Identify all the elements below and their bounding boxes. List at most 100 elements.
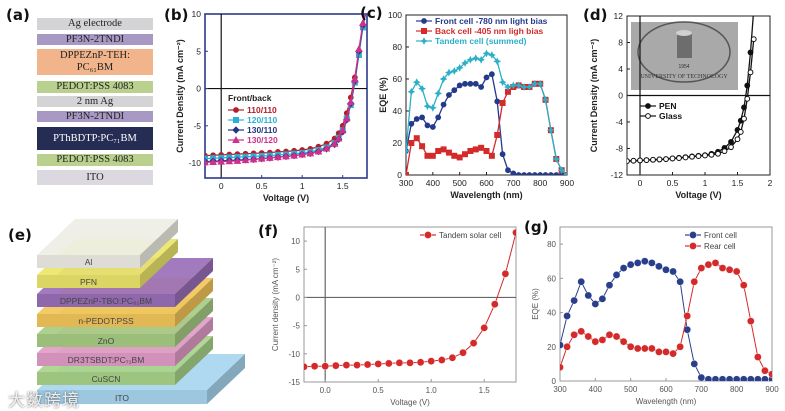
data-point (359, 18, 367, 26)
data-point (761, 366, 769, 375)
series-120-110 (205, 14, 367, 162)
data-point (459, 348, 467, 357)
legend-label: Tandem solar cell (439, 231, 501, 240)
data-point (747, 375, 755, 381)
data-point (488, 152, 495, 159)
x-tick-label: 0.5 (373, 386, 385, 395)
inset-year: 1954 (678, 64, 689, 70)
data-point (265, 153, 274, 161)
data-point (501, 269, 510, 278)
data-point (448, 353, 457, 362)
x-tick-label: 400 (426, 178, 440, 188)
data-point (630, 157, 637, 164)
series-rear-cell (560, 259, 772, 378)
x-tick-label: 0.5 (667, 178, 679, 188)
y-tick-label: -12 (611, 170, 624, 180)
y-tick-label: 60 (393, 74, 403, 84)
legend-marker (420, 37, 428, 45)
x-tick-label: 1.0 (426, 386, 438, 395)
x-tick-label: 1 (703, 178, 708, 188)
data-point (306, 149, 315, 157)
y-tick-label: 0 (618, 91, 623, 101)
x-tick-label: 1.5 (479, 386, 491, 395)
data-point (314, 147, 323, 155)
data-point (494, 98, 501, 105)
data-point (704, 260, 713, 269)
x-tick-label: 300 (553, 385, 567, 394)
y-axis-label: EQE (%) (378, 77, 388, 113)
data-point (650, 156, 656, 163)
data-point (416, 358, 425, 367)
data-point (445, 68, 453, 77)
data-point (676, 155, 682, 162)
chart-b: 0 0.5 1 1.5 -10 -5 0 5 10 Voltage (V) Current Dens… (175, 9, 368, 203)
data-point (525, 83, 534, 91)
layer-4: 2 nm Ag (37, 96, 153, 107)
y-tick-label: -10 (288, 350, 300, 359)
data-point (560, 341, 564, 349)
data-point (697, 264, 706, 272)
data-point (446, 92, 452, 98)
data-point (461, 59, 469, 67)
data-point (612, 271, 621, 279)
data-point (633, 259, 642, 267)
layer-label: n-PEDOT:PSS (78, 316, 134, 326)
y-tick-label: 10 (192, 9, 202, 19)
data-point (331, 361, 340, 370)
layer-3: PEDOT:PSS 4083 (37, 81, 153, 93)
data-point (488, 71, 495, 78)
plot-frame (303, 226, 517, 383)
legend-label: Front cell (704, 231, 737, 240)
data-point (493, 57, 502, 66)
x-axis-label: Voltage (V) (675, 190, 721, 200)
data-point (711, 259, 720, 267)
data-point (521, 172, 527, 175)
layer-0: Al (37, 219, 178, 268)
data-point (662, 348, 670, 356)
legend-label: Glass (659, 111, 682, 121)
y-tick-label: -10 (189, 158, 202, 168)
data-point (663, 156, 669, 163)
series-110-110 (205, 14, 367, 159)
data-point (472, 80, 479, 87)
series-glass (627, 36, 757, 164)
series-tandem-solar-cell (304, 228, 516, 371)
series-tandem-cell-summed- (406, 49, 567, 175)
data-point (353, 361, 361, 369)
data-point (407, 87, 416, 96)
x-tick-label: 400 (589, 385, 603, 394)
layer-label: DR3TSBDT:PC₇₁BM (68, 355, 145, 365)
data-point (676, 342, 684, 351)
data-point (728, 144, 734, 151)
y-tick-label: 100 (388, 10, 402, 20)
data-point (619, 264, 628, 272)
y-tick-label: 60 (547, 274, 556, 283)
series-front-cell (560, 257, 772, 381)
layer-0: Ag electrode (37, 18, 153, 30)
data-point (648, 259, 656, 267)
data-point (552, 155, 561, 163)
data-point (205, 158, 209, 166)
series-line (560, 262, 772, 375)
legend-label: 120/110 (247, 115, 278, 125)
data-point (512, 228, 516, 237)
data-point (633, 344, 642, 353)
data-point (477, 55, 486, 64)
data-point (626, 260, 635, 269)
x-tick-label: 0 (638, 178, 643, 188)
x-tick-label: 500 (453, 178, 467, 188)
data-point (751, 7, 756, 12)
legend-marker (645, 103, 651, 109)
data-point (241, 156, 250, 164)
data-point (761, 375, 769, 381)
data-point (584, 291, 593, 300)
series-front-cell-780-nm-light-bias (406, 71, 567, 175)
y-tick-label: 40 (547, 309, 556, 318)
series-line (304, 232, 516, 368)
series-130-110 (205, 14, 367, 166)
data-point (605, 281, 614, 289)
data-point (619, 337, 628, 346)
data-point (754, 353, 762, 361)
legend-label: PEN (659, 101, 676, 111)
